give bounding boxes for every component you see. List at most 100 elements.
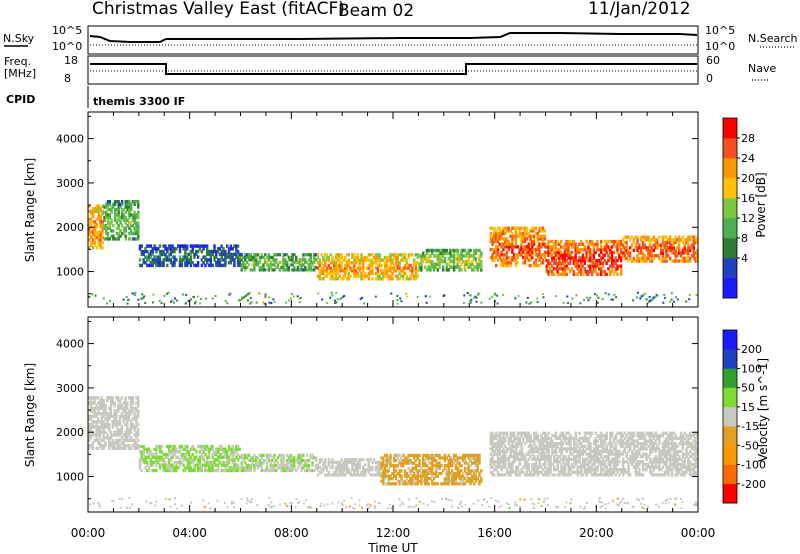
heatmap-cell bbox=[589, 256, 592, 260]
heatmap-cell bbox=[420, 268, 423, 272]
heatmap-cell bbox=[630, 455, 634, 459]
heatmap-cell bbox=[600, 473, 603, 477]
heatmap-cell bbox=[324, 258, 327, 262]
heatmap-cell bbox=[91, 401, 94, 405]
heatmap-cell bbox=[226, 452, 229, 457]
heatmap-cell bbox=[619, 259, 623, 263]
heatmap-cell bbox=[115, 208, 119, 212]
heatmap-cell bbox=[273, 466, 276, 470]
heatmap-cell bbox=[452, 268, 456, 272]
heatmap-cell bbox=[345, 468, 349, 472]
heatmap-cell bbox=[451, 461, 454, 465]
heatmap-cell bbox=[518, 253, 521, 257]
heatmap-cell bbox=[229, 261, 232, 265]
heatmap-cell bbox=[371, 258, 374, 262]
heatmap-cell bbox=[547, 259, 550, 263]
heatmap-cell bbox=[305, 469, 309, 473]
heatmap-cell bbox=[88, 433, 91, 437]
heatmap-cell bbox=[153, 452, 156, 457]
heatmap-cell bbox=[469, 477, 472, 481]
heatmap-cell bbox=[99, 217, 102, 221]
heatmap-cell bbox=[540, 242, 543, 246]
heatmap-cell bbox=[97, 430, 100, 434]
heatmap-cell bbox=[324, 253, 327, 257]
heatmap-cell bbox=[643, 439, 646, 443]
heatmap-cell bbox=[496, 237, 500, 241]
heatmap-cell bbox=[358, 463, 361, 467]
heatmap-cell bbox=[478, 259, 481, 264]
heatmap-cell bbox=[103, 210, 106, 214]
heatmap-cell bbox=[562, 431, 565, 435]
heatmap-cell bbox=[515, 457, 518, 461]
heatmap-cell bbox=[182, 468, 185, 473]
heatmap-cell bbox=[536, 263, 539, 268]
heatmap-cell bbox=[511, 234, 514, 238]
heatmap-cell bbox=[193, 244, 196, 248]
heatmap-cell bbox=[100, 414, 104, 419]
heatmap-cell bbox=[104, 422, 107, 427]
heatmap-cell bbox=[630, 462, 634, 467]
heatmap-cell bbox=[353, 470, 356, 474]
heatmap-cell bbox=[307, 268, 311, 272]
heatmap-cell bbox=[309, 260, 312, 264]
heatmap-cell bbox=[558, 442, 561, 446]
heatmap-cell bbox=[511, 255, 514, 260]
heatmap-cell bbox=[146, 460, 149, 465]
heatmap-cell bbox=[538, 245, 541, 249]
heatmap-cell bbox=[128, 202, 131, 206]
ground-scatter-cell bbox=[478, 292, 481, 295]
heatmap-cell bbox=[106, 213, 110, 217]
heatmap-cell bbox=[229, 447, 232, 451]
heatmap-cell bbox=[166, 255, 169, 259]
ground-scatter-cell bbox=[676, 298, 679, 301]
heatmap-cell bbox=[98, 433, 102, 437]
heatmap-cell bbox=[525, 245, 529, 249]
heatmap-cell bbox=[409, 453, 412, 457]
heatmap-cell bbox=[356, 473, 360, 477]
heatmap-cell bbox=[523, 245, 527, 249]
heatmap-cell bbox=[509, 258, 512, 262]
heatmap-cell bbox=[364, 274, 367, 278]
heatmap-cell bbox=[137, 401, 140, 405]
heatmap-cell bbox=[353, 468, 356, 472]
heatmap-cell bbox=[567, 248, 570, 252]
heatmap-cell bbox=[131, 200, 135, 204]
heatmap-cell bbox=[195, 450, 198, 454]
heatmap-cell bbox=[238, 258, 242, 262]
heatmap-cell bbox=[560, 256, 563, 260]
heatmap-cell bbox=[95, 225, 99, 229]
heatmap-cell bbox=[502, 457, 505, 461]
heatmap-cell bbox=[692, 248, 695, 253]
heatmap-cell bbox=[140, 263, 143, 268]
heatmap-cell bbox=[681, 256, 685, 261]
heatmap-cell bbox=[515, 449, 518, 454]
heatmap-cell bbox=[133, 425, 136, 429]
heatmap-cell bbox=[491, 436, 494, 440]
heatmap-cell bbox=[115, 420, 118, 424]
heatmap-cell bbox=[169, 247, 173, 251]
heatmap-cell bbox=[616, 245, 619, 249]
heatmap-cell bbox=[547, 465, 550, 469]
heatmap-cell bbox=[670, 248, 674, 253]
heatmap-cell bbox=[88, 238, 91, 242]
heatmap-cell bbox=[618, 264, 621, 268]
heatmap-cell bbox=[133, 213, 136, 217]
heatmap-cell bbox=[431, 479, 434, 483]
heatmap-cell bbox=[144, 255, 147, 259]
heatmap-cell bbox=[389, 477, 392, 481]
heatmap-cell bbox=[471, 479, 474, 483]
heatmap-cell bbox=[589, 452, 592, 456]
heatmap-cell bbox=[344, 468, 347, 472]
heatmap-cell bbox=[376, 271, 380, 276]
heatmap-cell bbox=[354, 271, 358, 276]
heatmap-cell bbox=[659, 246, 663, 250]
heatmap-cell bbox=[111, 444, 114, 448]
heatmap-cell bbox=[196, 261, 200, 265]
heatmap-cell bbox=[431, 259, 434, 264]
heatmap-cell bbox=[97, 406, 100, 411]
heatmap-cell bbox=[529, 229, 532, 233]
heatmap-cell bbox=[117, 200, 120, 204]
heatmap-cell bbox=[582, 465, 585, 469]
heatmap-cell bbox=[578, 256, 581, 260]
heatmap-cell bbox=[405, 266, 409, 270]
